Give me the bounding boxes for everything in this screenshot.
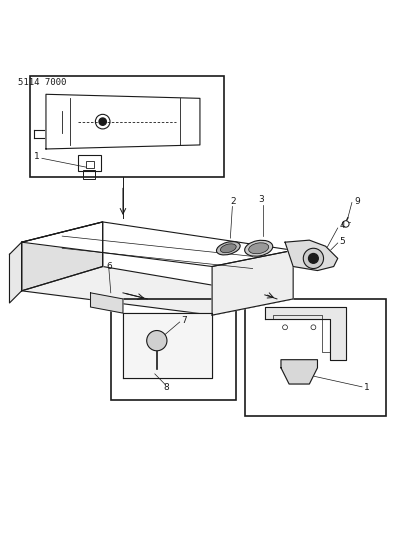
Circle shape <box>147 330 167 351</box>
Text: 1: 1 <box>34 152 40 161</box>
Bar <box>244 299 386 416</box>
Text: 7: 7 <box>182 316 187 325</box>
Circle shape <box>283 325 288 330</box>
Circle shape <box>99 118 106 125</box>
Ellipse shape <box>217 241 240 255</box>
Ellipse shape <box>220 244 236 253</box>
Bar <box>30 76 224 177</box>
Circle shape <box>303 248 324 269</box>
Ellipse shape <box>249 243 269 254</box>
Text: 1: 1 <box>364 383 370 392</box>
Bar <box>151 331 163 336</box>
Polygon shape <box>212 251 293 315</box>
Text: 4: 4 <box>340 221 346 230</box>
Circle shape <box>308 254 318 263</box>
Bar <box>111 299 236 400</box>
Polygon shape <box>22 222 103 291</box>
Polygon shape <box>22 266 293 315</box>
Polygon shape <box>281 360 317 384</box>
Polygon shape <box>91 293 123 313</box>
Text: 5114 7000: 5114 7000 <box>18 78 66 87</box>
Text: 6: 6 <box>107 262 113 271</box>
Text: 8: 8 <box>164 383 169 392</box>
Bar <box>83 169 95 179</box>
Text: 3: 3 <box>259 195 264 204</box>
Polygon shape <box>22 222 103 291</box>
Polygon shape <box>22 222 293 266</box>
Text: 5: 5 <box>340 237 346 246</box>
Polygon shape <box>285 240 338 271</box>
Text: 2: 2 <box>231 197 236 206</box>
Polygon shape <box>9 242 22 303</box>
Text: 9: 9 <box>354 197 360 206</box>
Ellipse shape <box>245 240 273 256</box>
Polygon shape <box>46 94 200 149</box>
Bar <box>86 161 94 168</box>
Circle shape <box>311 325 316 330</box>
Polygon shape <box>265 307 346 360</box>
Circle shape <box>343 221 349 227</box>
Polygon shape <box>123 313 212 378</box>
Bar <box>123 313 212 378</box>
Bar <box>78 155 101 171</box>
